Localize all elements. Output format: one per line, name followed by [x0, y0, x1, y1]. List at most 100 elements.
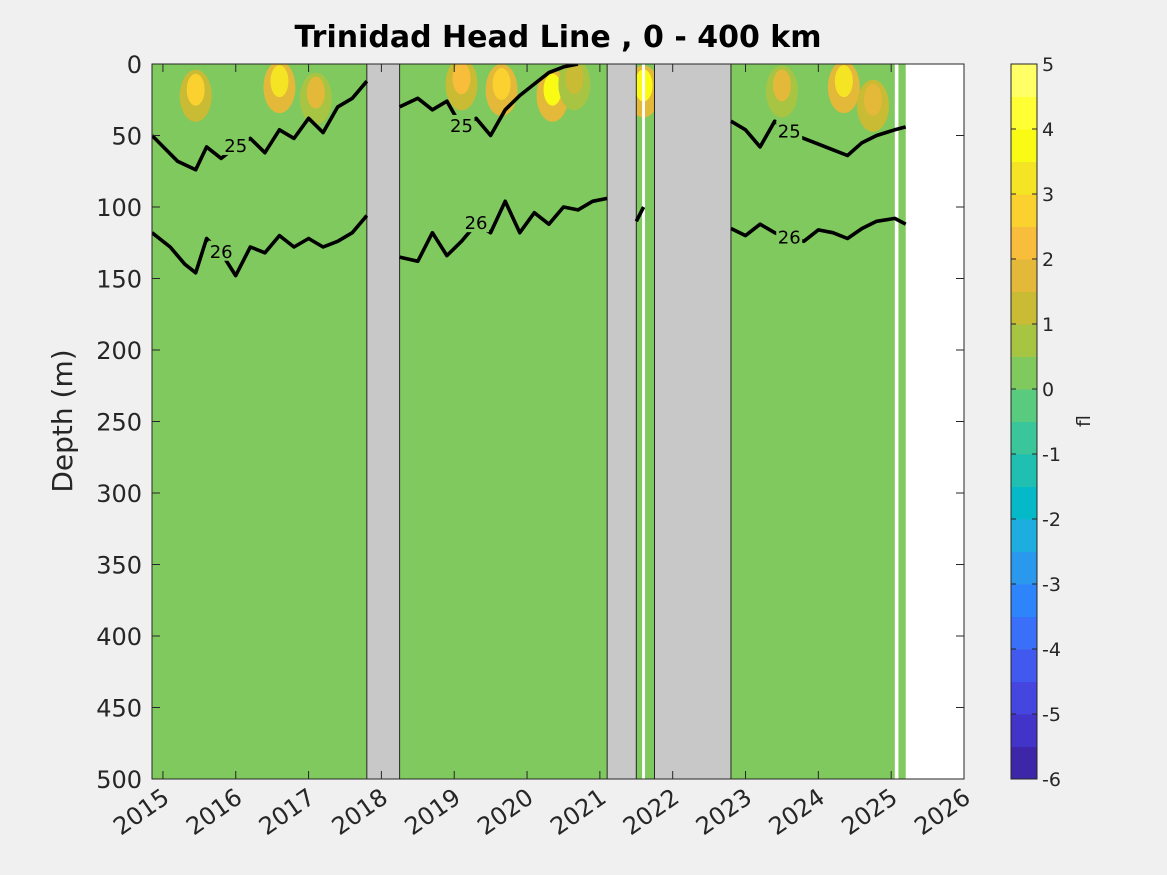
isopycnal-26-line: [730, 216, 907, 244]
colorbar-swatch: [1011, 389, 1037, 422]
y-tick-label: 250: [96, 409, 142, 437]
x-tick-label: 2018: [327, 783, 393, 841]
y-tick-label: 200: [96, 337, 142, 365]
y-axis-label: Depth (m): [46, 349, 79, 492]
colorbar-swatch: [1011, 356, 1037, 390]
hotspot-core: [772, 69, 791, 102]
y-tick-label: 500: [96, 766, 142, 794]
white-gap: [905, 64, 964, 779]
isopycnal-26-line: [399, 196, 608, 264]
x-tick-label: 2022: [618, 783, 684, 841]
colorbar-tick-label: 4: [1042, 119, 1054, 141]
colorbar-swatch: [1011, 486, 1037, 520]
colorbar-swatch: [1011, 194, 1037, 227]
y-axis: 0 50 100 150 200 250 300 350 400 450 500: [96, 51, 964, 794]
y-tick-label: 0: [127, 51, 142, 79]
colorbar-tick-label: -1: [1042, 444, 1061, 466]
colorbar-swatch: [1011, 681, 1037, 715]
contour-label-bg: [222, 134, 249, 155]
white-gap: [894, 64, 899, 779]
y-tick-label: 300: [96, 480, 142, 508]
contour-label-bg: [448, 114, 475, 135]
plot-area: 25 25 25 26 26 26: [151, 63, 965, 780]
no-data-gap: [366, 64, 401, 779]
colorbar-swatch: [1011, 714, 1037, 747]
x-tick-label: 2019: [400, 783, 466, 841]
x-tick-label: 2016: [181, 783, 247, 841]
isopycnal-contours: 25 25 25 26 26 26: [152, 64, 907, 278]
isopycnal-25-line: [152, 80, 369, 172]
contour-label: 25: [224, 136, 247, 157]
colorbar-swatch: [1011, 96, 1037, 130]
colorbar-tick-label: 0: [1042, 379, 1054, 401]
hotspot-core: [863, 83, 882, 116]
colorbar-ticks: 5 4 3 2 1 0 -1 -2 -3 -4 -5 -6: [1011, 54, 1061, 791]
colorbar-swatch: [1011, 129, 1037, 162]
colorbar-label: fl: [1073, 415, 1095, 427]
contour-label-bg: [776, 120, 803, 141]
colorbar-tick-label: -6: [1042, 769, 1061, 791]
data-gaps: [366, 64, 964, 779]
no-data-gap: [606, 64, 637, 779]
hotspot-core: [306, 76, 325, 109]
isopycnal-26-line: [152, 214, 369, 278]
colorbar-frame: [1010, 63, 1038, 780]
colorbar-tick-label: 5: [1042, 54, 1054, 76]
contour-label-bg: [776, 226, 803, 247]
colorbar-swatch: [1011, 746, 1037, 780]
y-tick-label: 400: [96, 623, 142, 651]
x-tick-label: 2025: [837, 783, 903, 841]
hotspot-core: [565, 64, 584, 95]
y-tick-label: 100: [96, 194, 142, 222]
colorbar-tick-label: 2: [1042, 249, 1054, 271]
isopycnal-25-line: [730, 119, 907, 158]
colorbar-tick-label: 1: [1042, 314, 1054, 336]
hotspot-core: [834, 65, 853, 98]
contour-label: 26: [465, 213, 488, 234]
white-gap: [642, 64, 646, 779]
x-tick-label: 2023: [691, 783, 757, 841]
colorbar-tick-label: -4: [1042, 639, 1061, 661]
colorbar-swatches: [1011, 64, 1037, 780]
colorbar-swatch: [1011, 64, 1037, 97]
y-tick-label: 50: [111, 123, 142, 151]
hotspot-core: [543, 73, 562, 106]
isopycnal-26-line: [634, 206, 646, 223]
colorbar-swatch: [1011, 324, 1037, 357]
colorbar-swatch: [1011, 519, 1037, 552]
colorbar: 5 4 3 2 1 0 -1 -2 -3 -4 -5 -6 fl: [1010, 54, 1095, 791]
x-tick-label: 2026: [909, 783, 975, 841]
plot-background: [152, 64, 964, 779]
hotspot-core: [186, 73, 205, 106]
colorbar-swatch: [1011, 291, 1037, 325]
hotspot-core: [492, 68, 511, 101]
colorbar-tick-label: -2: [1042, 509, 1061, 531]
colorbar-swatch: [1011, 649, 1037, 682]
no-data-gap: [653, 64, 732, 779]
x-tick-label: 2017: [254, 783, 320, 841]
y-tick-label: 150: [96, 266, 142, 294]
colorbar-swatch: [1011, 161, 1037, 195]
contour-label-bg: [208, 240, 235, 261]
hotspot-core: [270, 65, 289, 98]
colorbar-swatch: [1011, 551, 1037, 585]
contour-label: 26: [778, 227, 801, 248]
colorbar-tick-label: -5: [1042, 704, 1061, 726]
colorbar-swatch: [1011, 421, 1037, 455]
x-tick-label: 2020: [472, 783, 538, 841]
colorbar-tick-label: -3: [1042, 574, 1061, 596]
x-tick-label: 2024: [764, 783, 830, 841]
chart-title: Trinidad Head Line , 0 - 400 km: [294, 20, 821, 55]
colorbar-swatch: [1011, 226, 1037, 260]
colorbar-swatch: [1011, 259, 1037, 292]
contour-label: 25: [778, 122, 801, 143]
y-tick-label: 350: [96, 552, 142, 580]
x-tick-label: 2021: [545, 783, 611, 841]
colorbar-tick-label: 3: [1042, 184, 1054, 206]
contour-label: 25: [450, 116, 473, 137]
colorbar-swatch: [1011, 584, 1037, 617]
contour-label-bg: [463, 212, 490, 233]
hotspot-core: [452, 64, 471, 95]
contour-label: 26: [210, 242, 233, 263]
